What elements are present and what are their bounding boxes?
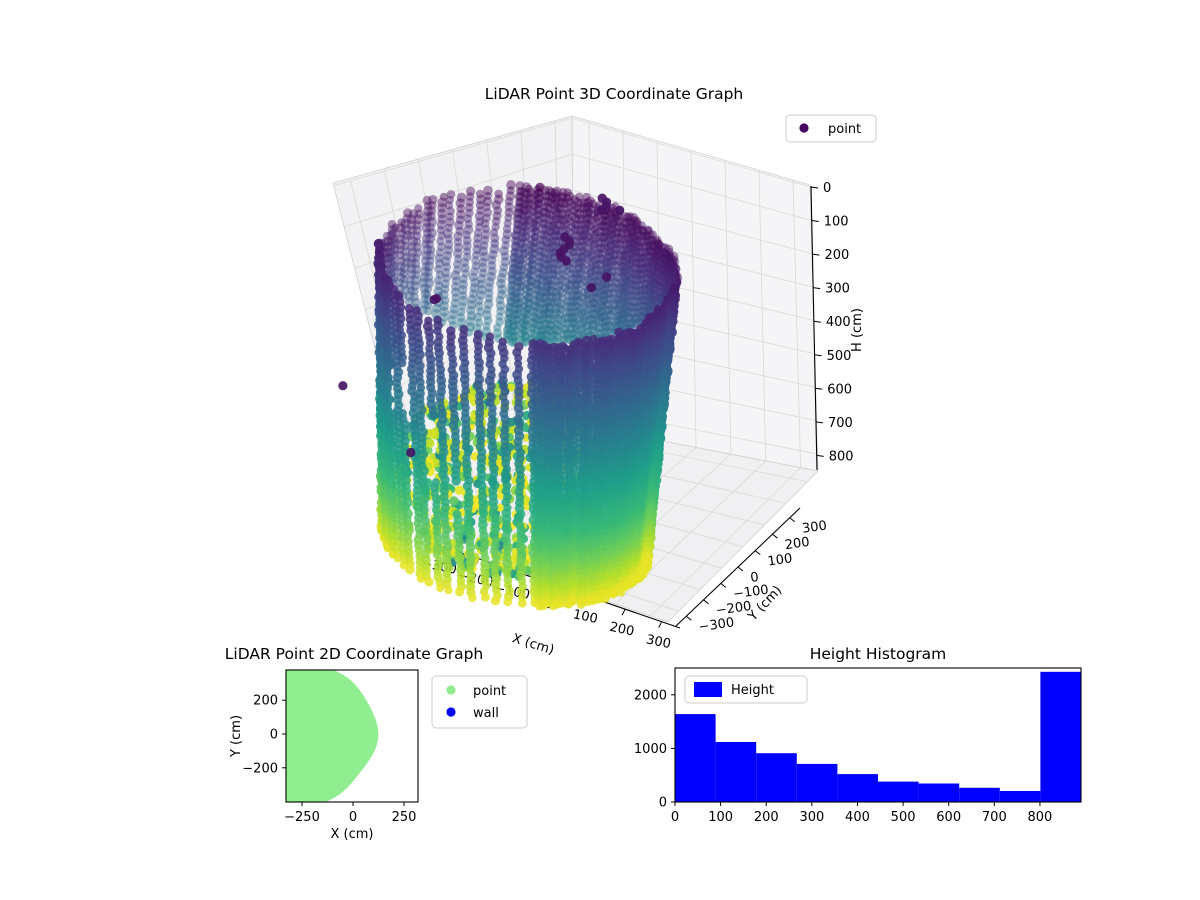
- legend-2d[interactable]: point wall: [431, 675, 528, 729]
- plot-3d: −300−200−1000100200300−300−200−100010020…: [332, 85, 877, 658]
- plot-histogram: 0 100 200 300 400 500 600 700 800 0 1000 2000 Height…: [634, 645, 1082, 825]
- x-tick-label-2d: −250: [284, 810, 320, 825]
- y-axis-label-2d: Y (cm): [229, 715, 244, 758]
- bar-bin-0: [675, 714, 716, 802]
- y-tick-label-hist: 1000: [634, 742, 667, 757]
- y-tick-label-2d: −200: [242, 761, 278, 776]
- h-tick-label: 400: [826, 315, 851, 330]
- scan-area-points: [286, 670, 379, 802]
- plot-2d: −250 0 250 200 0 −200 X (cm) Y (cm) LiDAR Point …: [225, 645, 528, 842]
- h-tick-label: 700: [828, 416, 853, 431]
- bar-bin-6: [918, 783, 960, 802]
- h-tick-label: 600: [827, 382, 852, 397]
- bar-bin-8: [999, 791, 1041, 802]
- bar-bin-7: [959, 787, 1000, 802]
- x-tick-label-hist: 800: [1028, 810, 1053, 825]
- x-tick-label-2d: 0: [349, 810, 357, 825]
- legend-label-wall-2d: wall: [473, 706, 499, 721]
- y-tick-label: 200: [784, 535, 811, 553]
- x-axis-label-2d: X (cm): [331, 827, 374, 842]
- y-tick-label: 300: [801, 518, 828, 536]
- x-tick-label-2d: 250: [392, 810, 417, 825]
- bar-bin-5: [878, 781, 919, 802]
- histogram-bars: [675, 671, 1081, 802]
- legend-histogram[interactable]: Height: [684, 675, 808, 704]
- anomaly-points: [338, 193, 625, 458]
- legend-label-point-2d: point: [473, 684, 506, 699]
- bar-bin-4: [837, 774, 878, 802]
- title-2d: LiDAR Point 2D Coordinate Graph: [225, 645, 483, 663]
- legend-label-height: Height: [731, 683, 774, 698]
- legend-swatch-height: [694, 682, 722, 697]
- y-tick-label-hist: 0: [659, 796, 667, 811]
- bar-bin-1: [715, 742, 757, 802]
- legend-marker-wall-2d: [446, 707, 456, 717]
- y-tick-label: −100: [732, 583, 769, 603]
- point-cloud-front-wall: [373, 238, 681, 611]
- x-tick-label-hist: 400: [845, 810, 870, 825]
- h-tick-label: 0: [823, 181, 831, 196]
- h-tick-label: 100: [824, 215, 849, 230]
- x-tick-label-hist: 100: [708, 810, 733, 825]
- y-tick-label: 0: [749, 570, 759, 586]
- x-tick-label-hist: 600: [936, 810, 961, 825]
- y-tick-label-2d: 0: [270, 728, 278, 743]
- x-axis-label-3d: X (cm): [510, 631, 556, 658]
- legend-label-point-3d: point: [828, 122, 861, 137]
- h-tick-label: 300: [825, 282, 850, 297]
- h-tick-label: 200: [824, 248, 849, 263]
- x-tick-label-hist: 300: [799, 810, 824, 825]
- legend-3d[interactable]: point: [785, 114, 877, 143]
- y-tick-label: −200: [715, 599, 752, 619]
- y-tick-label: 100: [767, 551, 794, 569]
- x-tick-label: 100: [572, 607, 599, 627]
- x-tick-label-hist: 700: [982, 810, 1007, 825]
- h-tick-label: 500: [827, 349, 852, 364]
- title-histogram: Height Histogram: [810, 645, 947, 663]
- x-tick-label-hist: 200: [754, 810, 779, 825]
- x-tick-label: 200: [608, 620, 635, 640]
- y-tick-label-hist: 2000: [634, 688, 667, 703]
- legend-marker-point-3d: [799, 123, 809, 133]
- x-tick-label: 300: [645, 632, 672, 652]
- bar-bin-3: [796, 763, 838, 802]
- y-tick-label: −300: [698, 615, 735, 635]
- bar-bin-9: [1040, 671, 1081, 802]
- h-axis-label-3d: H (cm): [850, 308, 865, 352]
- title-3d: LiDAR Point 3D Coordinate Graph: [485, 85, 743, 103]
- x-tick-label-hist: 0: [671, 810, 679, 825]
- x-tick-label-hist: 500: [891, 810, 916, 825]
- h-tick-label: 800: [829, 449, 854, 464]
- y-tick-label-2d: 200: [253, 694, 278, 709]
- legend-marker-point-2d: [446, 685, 456, 695]
- bar-bin-2: [756, 753, 797, 802]
